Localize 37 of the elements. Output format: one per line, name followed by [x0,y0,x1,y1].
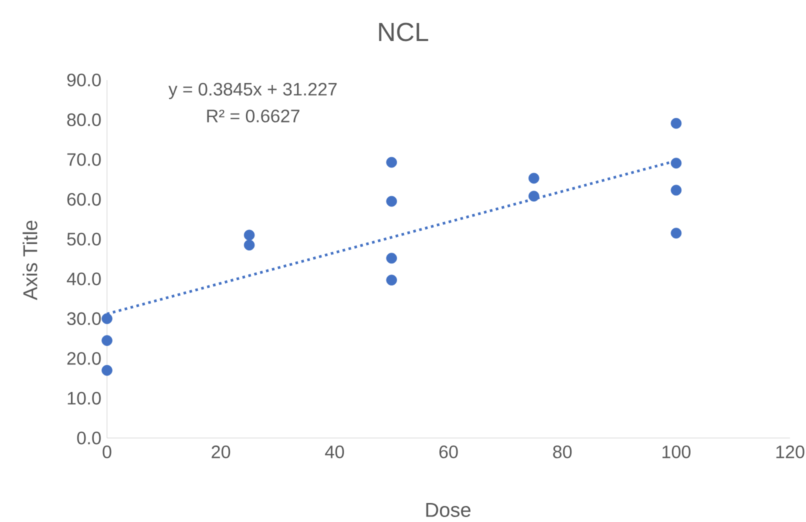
point [102,335,112,346]
annotation: R² = 0.6627 [207,110,300,122]
y-axis-title: Axis Title [22,220,38,300]
point [386,274,397,286]
point [528,172,540,184]
point [670,118,682,129]
x-tick-label: 80 [553,446,572,458]
y-tick-label: 0.0 [77,432,101,444]
chart-title: NCL [379,22,428,42]
y-tick-label: 60.0 [67,192,101,206]
x-tick-label: 40 [325,446,344,458]
point [102,313,112,324]
x-tick-label: 0 [102,446,112,458]
y-tick-label: 20.0 [67,352,101,365]
y-tick-label: 70.0 [67,153,101,166]
point [670,158,682,169]
point [386,252,397,264]
y-tick-label: 30.0 [67,312,101,326]
point [386,196,397,207]
annotation: y = 0.3845x + 31.227 [168,82,337,100]
x-tick-label: 60 [439,446,458,458]
point [528,190,540,202]
point [670,184,682,196]
x-tick-label: 100 [662,446,690,458]
point [386,156,397,168]
point [102,364,112,376]
point [244,230,255,241]
point [244,240,255,250]
x-axis-title: Dose [426,503,470,517]
x-tick-label: 120 [776,446,804,458]
y-tick-label: 80.0 [67,113,101,126]
y-tick-label: 10.0 [68,392,101,405]
y-tick-label: 90.0 [67,74,101,86]
x-tick-label: 20 [212,446,230,458]
y-tick-label: 50.0 [67,232,101,246]
y-tick-label: 40.0 [66,272,101,286]
point [670,228,682,239]
